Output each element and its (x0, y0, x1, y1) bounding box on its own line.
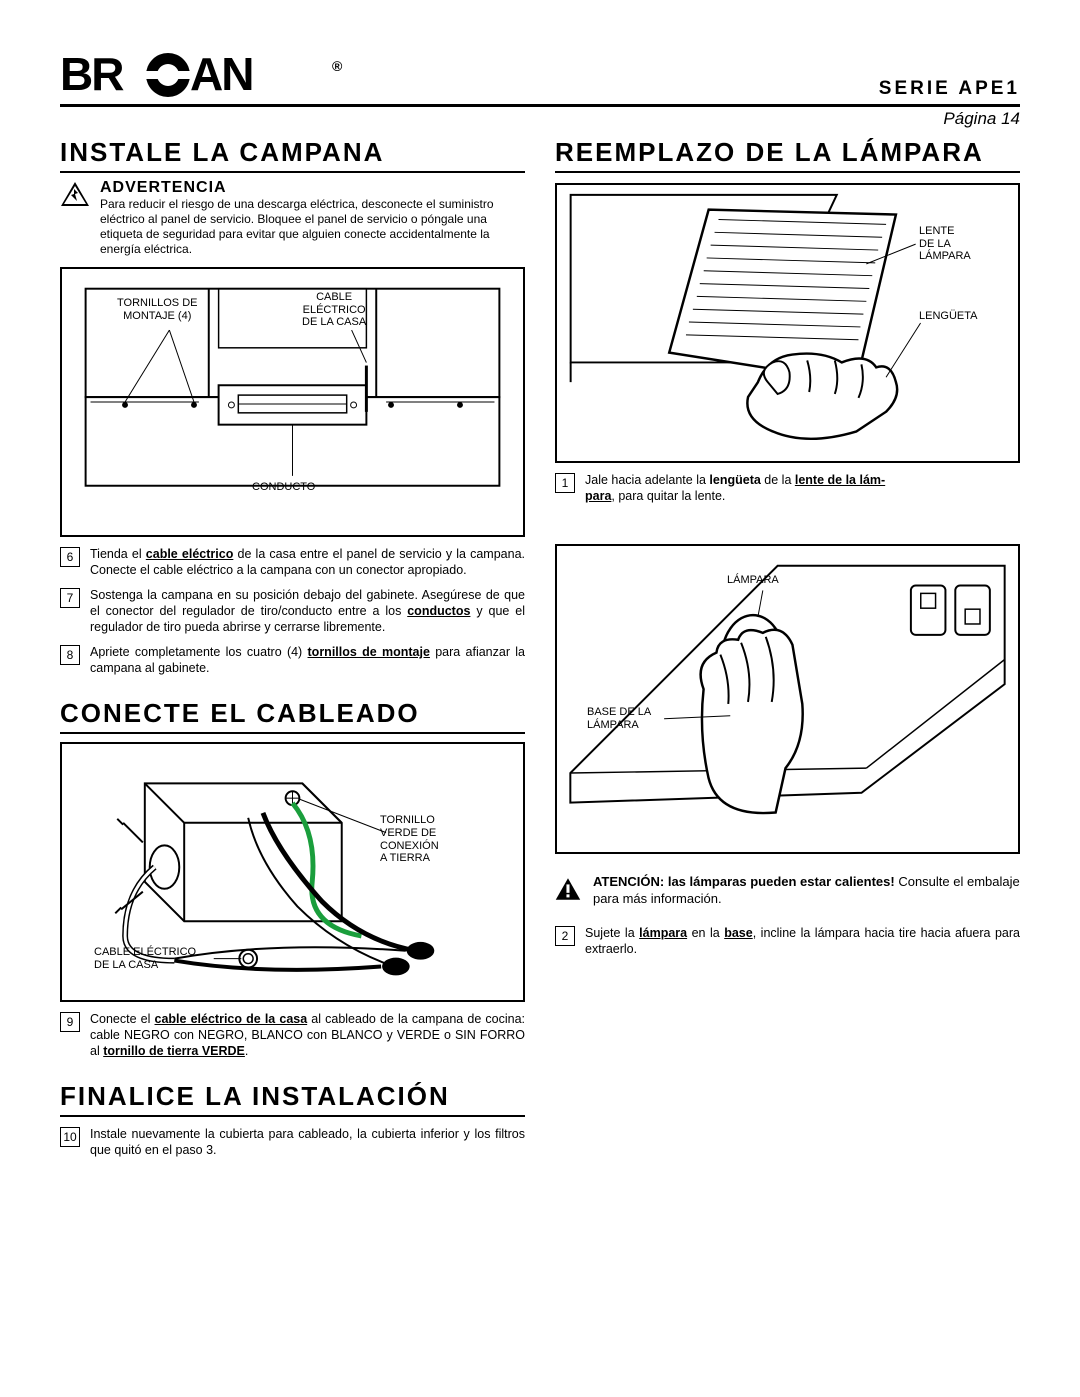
step-10-num: 10 (60, 1127, 80, 1147)
label-lamp-lens: LENTEDE LALÁMPARA (919, 225, 971, 263)
step-10-text: Instale nuevamente la cubierta para cabl… (90, 1127, 525, 1158)
step-6-text: Tienda el cable eléctrico de la casa ent… (90, 547, 525, 578)
warning-text: Para reducir el riesgo de una descarga e… (100, 197, 525, 257)
svg-text:AN: AN (190, 50, 252, 100)
section-finish-install: FINALICE LA INSTALACIÓN (60, 1081, 525, 1117)
figure-lamp-remove: LÁMPARA BASE DE LALÁMPARA (555, 544, 1020, 854)
step-2-num: 2 (555, 926, 575, 946)
step-7-text: Sostenga la campana en su posición debaj… (90, 588, 525, 635)
step-1-text: Jale hacia adelante la lengüeta de la le… (585, 473, 1020, 504)
step-2-text: Sujete la lámpara en la base, incline la… (585, 926, 1020, 957)
section-connect-wiring: CONECTE EL CABLEADO (60, 698, 525, 734)
step-7-num: 7 (60, 588, 80, 608)
caution-bold: ATENCIÓN: las lámparas pueden estar cali… (593, 874, 895, 889)
caution-text: ATENCIÓN: las lámparas pueden estar cali… (593, 874, 1020, 908)
section-lamp-replace: REEMPLAZO DE LA LÁMPARA (555, 137, 1020, 173)
label-house-cable-2: CABLE ELÉCTRICODE LA CASA (94, 946, 196, 971)
brand-logo: BR AN ® (60, 50, 341, 100)
label-ground-screw: TORNILLOVERDE DECONEXIÓNA TIERRA (380, 814, 439, 865)
label-lamp: LÁMPARA (727, 574, 779, 587)
figure-wiring: TORNILLOVERDE DECONEXIÓNA TIERRA CABLE E… (60, 742, 525, 1002)
label-mounting-screws: TORNILLOS DEMONTAJE (4) (117, 297, 198, 322)
page-number: Página 14 (60, 109, 1020, 129)
step-9-text: Conecte el cable eléctrico de la casa al… (90, 1012, 525, 1059)
header-rule (60, 104, 1020, 107)
figure-hood-install: TORNILLOS DEMONTAJE (4) CABLEELÉCTRICODE… (60, 267, 525, 537)
registered-mark: ® (332, 58, 341, 74)
series-label: SERIE APE1 (879, 78, 1020, 100)
step-6-num: 6 (60, 547, 80, 567)
step-8-num: 8 (60, 645, 80, 665)
warning-title: ADVERTENCIA (100, 179, 525, 197)
label-duct: CONDUCTO (252, 481, 315, 494)
step-8-text: Apriete completamente los cuatro (4) tor… (90, 645, 525, 676)
step-1-num: 1 (555, 473, 575, 493)
caution-icon (555, 874, 581, 904)
label-socket: BASE DE LALÁMPARA (587, 706, 651, 731)
label-tab: LENGÜETA (919, 310, 977, 323)
section-install-hood: INSTALE LA CAMPANA (60, 137, 525, 173)
svg-text:BR: BR (60, 50, 124, 100)
warning-icon (60, 181, 90, 207)
label-house-cable: CABLEELÉCTRICODE LA CASA (302, 291, 366, 329)
step-9-num: 9 (60, 1012, 80, 1032)
figure-lamp-lens: LENTEDE LALÁMPARA LENGÜETA (555, 183, 1020, 463)
